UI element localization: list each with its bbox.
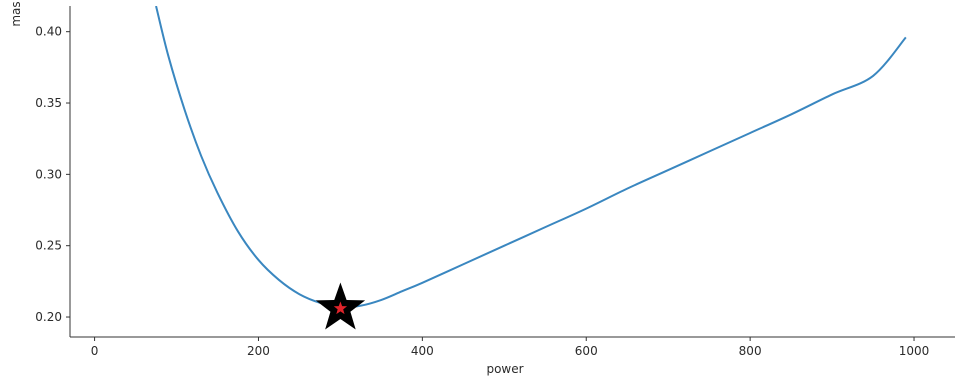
series [155, 6, 907, 309]
x-tick-label: 200 [247, 344, 270, 358]
ticks: 0 200 400 600 800 1000 0.20 0.25 0.30 0.35 0.40 [35, 25, 929, 358]
y-tick-label: 0.40 [35, 25, 62, 39]
axes [69, 6, 955, 338]
y-tick-label: 0.35 [35, 96, 62, 110]
y-tick-label: 0.20 [35, 310, 62, 324]
series-line [155, 6, 907, 309]
y-tick-label: 0.30 [35, 167, 62, 181]
optimum-star-inner [333, 301, 348, 315]
y-tick-label: 0.25 [35, 239, 62, 253]
x-tick-label: 1000 [899, 344, 930, 358]
x-axis-label: power [486, 362, 523, 376]
markers [315, 282, 366, 330]
y-axis-label: mas [9, 1, 23, 26]
x-tick-label: 600 [575, 344, 598, 358]
x-tick-label: 800 [739, 344, 762, 358]
x-tick-label: 400 [411, 344, 434, 358]
x-tick-label: 0 [91, 344, 99, 358]
